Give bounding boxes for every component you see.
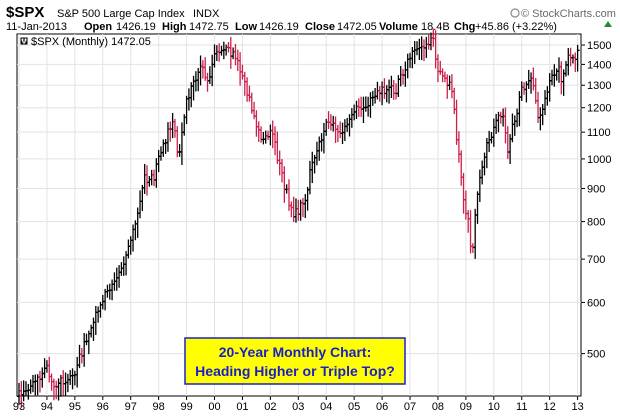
legend-swatch-icon	[20, 37, 28, 45]
high-value: 1472.75	[189, 21, 229, 33]
legend-glyph: W	[20, 37, 28, 46]
low-label: Low	[235, 21, 257, 33]
plot-area	[16, 33, 582, 397]
x-axis: 93 94 95 96 97 98 99 00 01 02 03 04 05 06 07 08 09 10 11 12…	[13, 396, 584, 413]
y-tick-label: 500	[587, 349, 605, 361]
source-credit: © StockCharts.com	[510, 8, 616, 20]
x-tick-label: 94	[41, 401, 53, 413]
y-tick-label: 1100	[587, 127, 611, 139]
grid-layer	[17, 34, 581, 396]
chg-label: Chg	[454, 21, 475, 33]
x-tick-label: 04	[320, 401, 332, 413]
callout-line-1: 20-Year Monthly Chart:	[219, 344, 371, 360]
price-bars	[17, 28, 580, 409]
callout-line-2: Heading Higher or Triple Top?	[195, 363, 395, 379]
source-text: © StockCharts.com	[521, 8, 616, 20]
exchange-label: INDX	[193, 8, 220, 20]
y-tick-label: 1400	[587, 59, 611, 71]
x-tick-label: 01	[236, 401, 248, 413]
x-tick-label: 05	[348, 401, 360, 413]
y-axis: 500 600 700 800 900 1000 1100 1200 1300 1400 1500	[581, 40, 611, 361]
y-tick-label: 600	[587, 297, 605, 309]
y-tick-label: 1300	[587, 80, 611, 92]
x-tick-label: 96	[97, 401, 109, 413]
y-tick-label: 900	[587, 184, 605, 196]
open-label: Open	[84, 21, 112, 33]
close-label: Close	[305, 21, 335, 33]
x-tick-label: 08	[432, 401, 444, 413]
annotation-callout: 20-Year Monthly Chart: Heading Higher or…	[184, 337, 406, 385]
series-legend: W $SPX (Monthly) 1472.05	[20, 36, 151, 48]
x-tick-label: 12	[544, 401, 556, 413]
x-tick-label: 13	[571, 401, 583, 413]
x-tick-label: 09	[460, 401, 472, 413]
y-tick-label: 1000	[587, 154, 611, 166]
low-value: 1426.19	[259, 21, 299, 33]
symbol-title: $SPX	[6, 4, 44, 21]
quote-date: 11-Jan-2013	[6, 21, 67, 33]
x-tick-label: 06	[376, 401, 388, 413]
x-tick-label: 10	[488, 401, 500, 413]
x-tick-label: 93	[13, 401, 25, 413]
y-tick-label: 800	[587, 217, 605, 229]
high-label: High	[162, 21, 187, 33]
x-tick-label: 95	[69, 401, 81, 413]
callout-box	[184, 337, 406, 385]
y-tick-label: 1500	[587, 40, 611, 52]
price-bar	[575, 44, 580, 72]
x-tick-label: 07	[404, 401, 416, 413]
x-tick-label: 98	[153, 401, 165, 413]
x-tick-label: 00	[208, 401, 220, 413]
index-name: S&P 500 Large Cap Index	[57, 8, 185, 20]
quote-line: 11-Jan-2013 Open 1426.19 High 1472.75 Lo…	[6, 21, 557, 33]
x-tick-label: 99	[180, 401, 192, 413]
volume-label: Volume	[379, 21, 418, 33]
close-value: 1472.05	[337, 21, 377, 33]
x-tick-label: 11	[516, 401, 527, 413]
legend-label: $SPX (Monthly) 1472.05	[31, 36, 151, 48]
chg-value: +45.86 (+3.22%)	[475, 21, 557, 33]
x-tick-label: 97	[125, 401, 137, 413]
up-arrow-icon	[604, 21, 612, 27]
stockcharts-logo-icon	[510, 8, 520, 18]
volume-value: 18.4B	[421, 21, 450, 33]
x-tick-label: 03	[292, 401, 304, 413]
open-value: 1426.19	[116, 21, 156, 33]
y-tick-label: 1200	[587, 103, 611, 115]
y-tick-label: 700	[587, 254, 605, 266]
x-tick-label: 02	[264, 401, 276, 413]
